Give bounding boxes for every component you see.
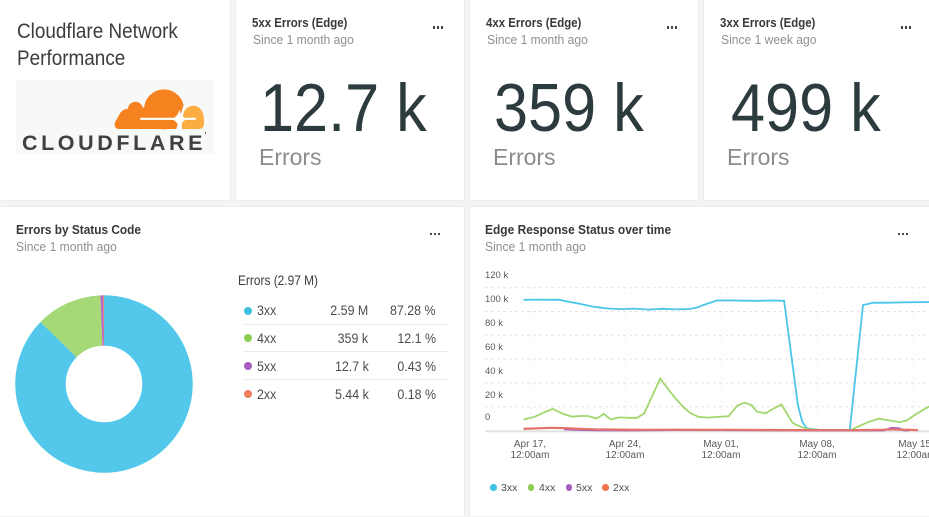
svg-text:CLOUDFLARE: CLOUDFLARE xyxy=(22,131,206,154)
svg-text:’: ’ xyxy=(205,132,207,139)
